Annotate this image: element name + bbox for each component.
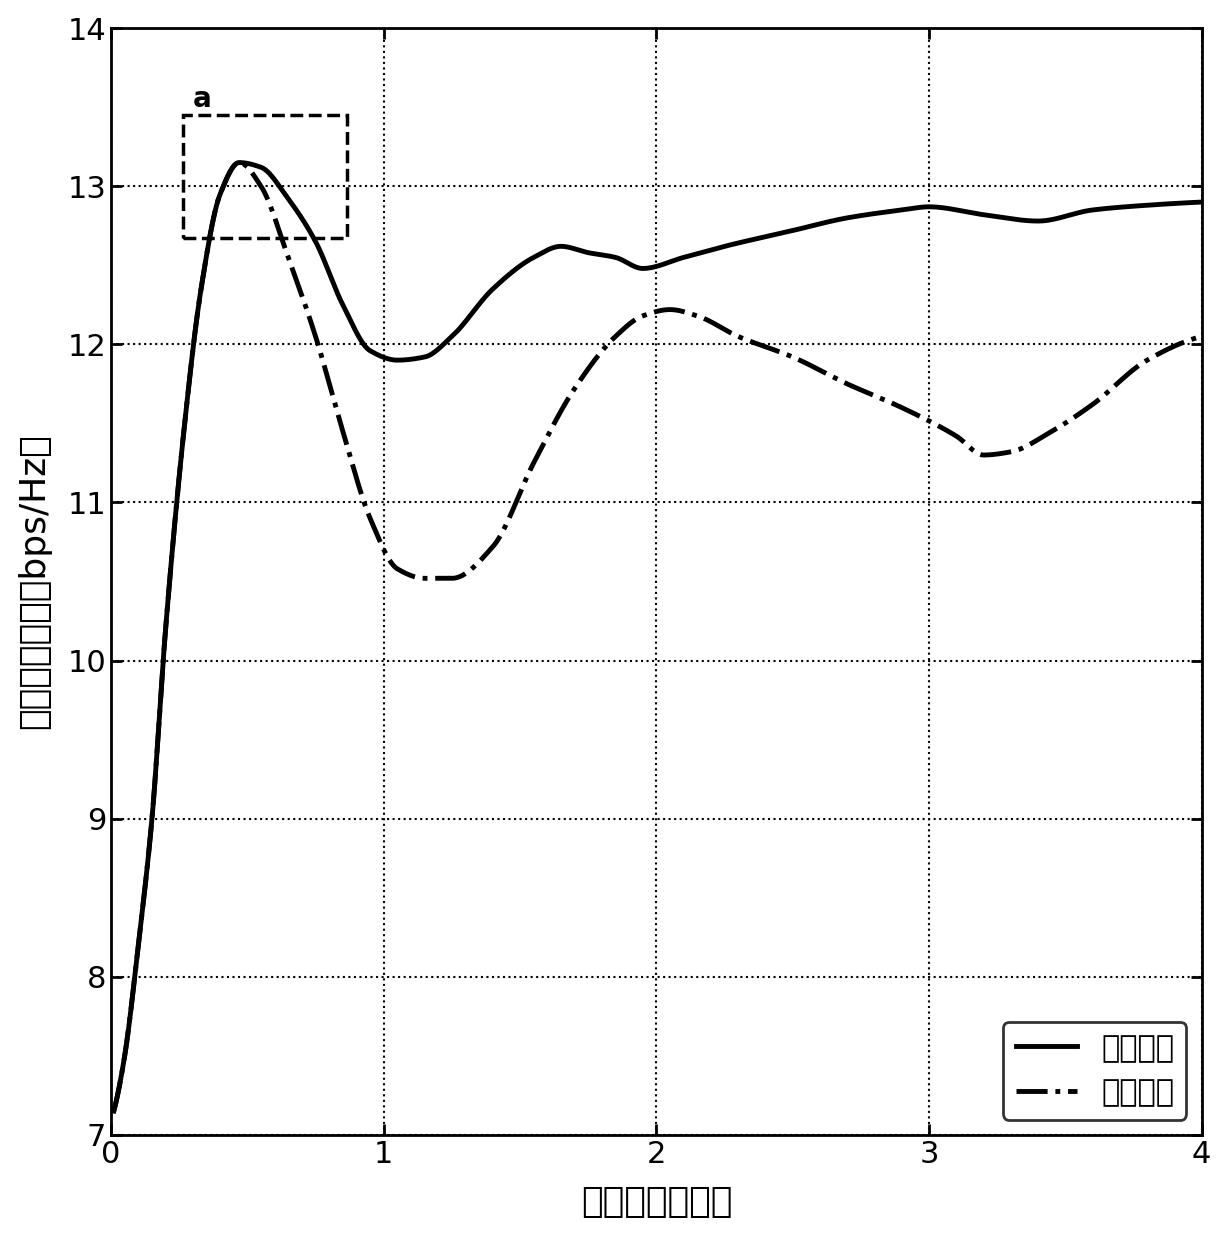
X-axis label: 信道容量波动数: 信道容量波动数 [581,1185,732,1220]
Bar [183,115,346,239]
Legend: 仿真结果, 解析结果: 仿真结果, 解析结果 [1003,1022,1186,1120]
Y-axis label: 平均信道密量（bps/Hz）: 平均信道密量（bps/Hz） [17,434,50,729]
Text: a: a [193,85,211,114]
